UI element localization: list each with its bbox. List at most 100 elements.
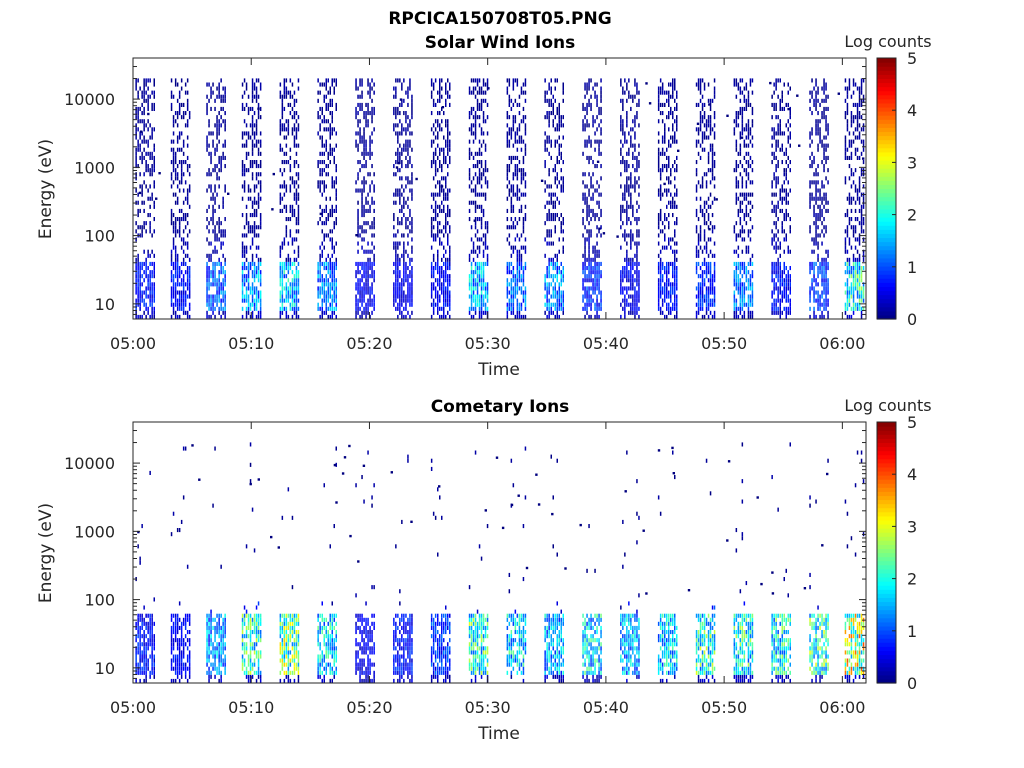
heatmap-cell [222,200,224,205]
heatmap-cell [174,168,177,173]
heatmap-cell [151,274,153,279]
heatmap-cell [668,115,670,120]
heatmap-cell [369,290,371,295]
heatmap-cell [508,225,511,230]
heatmap-cell [251,123,254,128]
heatmap-cell [632,261,634,266]
heatmap-cell [590,298,592,303]
heatmap-cell [472,290,475,295]
heatmap-cell [355,111,357,116]
heatmap-cell [600,106,602,111]
heatmap-cell [359,94,361,99]
heatmap-cell [670,111,672,116]
heatmap-cell [773,306,775,311]
heatmap-cell [210,282,212,287]
heatmap-cell [600,233,602,238]
heatmap-cell [713,290,716,295]
heatmap-cell [180,270,183,275]
heatmap-cell [468,147,471,152]
heatmap-cell [582,208,584,213]
heatmap-cell [562,221,564,226]
heatmap-cell [220,302,222,307]
heatmap-cell [281,282,284,287]
heatmap-cell [335,176,337,181]
heatmap-cell [437,213,439,218]
heatmap-cell [624,131,626,136]
heatmap-cell [478,168,481,173]
heatmap-cell [297,261,300,266]
heatmap-cell [214,188,216,193]
heatmap-cell [279,90,282,95]
heatmap-cell [590,139,592,144]
heatmap-cell [514,131,517,136]
heatmap-cell [638,184,640,189]
heatmap-cell [251,237,254,242]
heatmap-cell [395,294,397,299]
heatmap-cell [397,306,399,311]
heatmap-cell [178,294,181,299]
heatmap-cell [443,147,445,152]
heatmap-cell [135,111,137,116]
heatmap-cell [594,306,596,311]
heatmap-cell [172,278,175,283]
heatmap-cell [747,314,750,319]
heatmap-cell [735,200,738,205]
heatmap-cell [674,294,676,299]
heatmap-cell [668,270,670,275]
heatmap-cell [365,208,367,213]
heatmap-cell [703,86,706,91]
heatmap-cell [399,78,401,83]
heatmap-cell [369,184,371,189]
heatmap-cell [255,127,258,132]
heatmap-cell [596,274,598,279]
heatmap-cell [323,151,325,156]
heatmap-cell [285,86,288,91]
heatmap-cell [439,147,441,152]
heatmap-cell [170,160,173,165]
heatmap-cell [620,115,622,120]
heatmap-cell [363,306,365,311]
heatmap-cell [259,294,262,299]
heatmap-cell [478,266,481,271]
heatmap-cell [474,306,477,311]
heatmap-cell [325,127,327,132]
heatmap-cell [180,261,183,266]
heatmap-cell [141,94,143,99]
heatmap-cell [548,184,550,189]
heatmap-cell [172,168,175,173]
heatmap-cell [243,188,246,193]
heatmap-cell [661,164,664,169]
heatmap-cell [657,139,660,144]
heatmap-cell [295,131,298,136]
heatmap-cell [588,123,590,128]
heatmap-cell [141,314,143,319]
heatmap-cell [670,294,672,299]
heatmap-cell [369,139,371,144]
heatmap-cell [508,78,511,83]
heatmap-cell [638,270,640,275]
heatmap-cell [552,286,554,291]
heatmap-cell [771,127,773,132]
heatmap-cell [170,94,173,99]
heatmap-cell [295,143,298,148]
heatmap-cell [745,286,748,291]
heatmap-cell [506,176,509,181]
heatmap-cell [548,208,550,213]
heatmap-cell [482,274,485,279]
heatmap-cell [600,298,602,303]
heatmap-cell [582,123,584,128]
heatmap-cell [590,257,592,262]
heatmap-cell [403,257,405,262]
heatmap-cell [584,82,586,87]
heatmap-cell [777,278,779,283]
heatmap-cell [153,155,155,160]
heatmap-cell [208,172,210,177]
heatmap-cell [674,119,676,124]
heatmap-cell [622,270,624,275]
heatmap-cell [773,233,775,238]
heatmap-cell [259,314,262,319]
heatmap-cell [149,253,151,258]
heatmap-cell [367,241,369,246]
heatmap-cell [363,310,365,315]
heatmap-cell [295,151,298,156]
